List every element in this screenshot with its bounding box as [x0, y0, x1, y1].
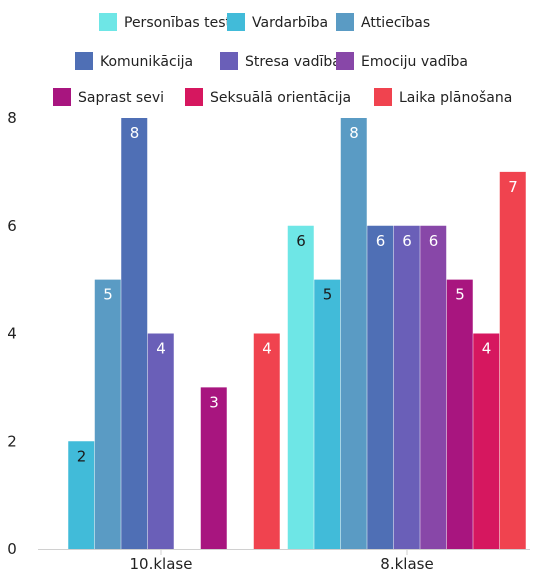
- bar: [420, 225, 447, 549]
- y-tick-label: 0: [7, 540, 17, 558]
- bar-value-label: 5: [323, 286, 333, 304]
- legend-swatch: [75, 52, 93, 70]
- legend: Personības testi Vardarbība Attiecības Komu…: [53, 13, 512, 106]
- legend-item: Saprast sevi: [53, 88, 164, 106]
- legend-label: Emociju vadība: [361, 54, 468, 70]
- legend-item: Komunikācija: [75, 52, 193, 70]
- y-tick-label: 8: [7, 109, 17, 127]
- bar: [499, 171, 526, 549]
- legend-label: Saprast sevi: [78, 90, 164, 106]
- bar: [147, 333, 174, 549]
- legend-label: Seksuālā orientācija: [210, 90, 351, 106]
- legend-swatch: [185, 88, 203, 106]
- legend-item: Stresa vadība: [220, 52, 341, 70]
- legend-label: Personības testi: [124, 15, 235, 31]
- legend-swatch: [99, 13, 117, 31]
- y-axis: 0 2 4 6 8: [7, 109, 17, 558]
- bar-value-label: 4: [156, 340, 166, 358]
- bar: [340, 118, 367, 549]
- bar-value-label: 4: [262, 340, 272, 358]
- x-category-label: 8.klase: [380, 555, 433, 573]
- bar: [121, 118, 148, 549]
- bar-value-label: 5: [455, 286, 465, 304]
- legend-item: Attiecības: [336, 13, 430, 31]
- legend-label: Vardarbība: [252, 15, 328, 31]
- legend-item: Emociju vadība: [336, 52, 468, 70]
- legend-swatch: [227, 13, 245, 31]
- bar-value-label: 7: [508, 178, 518, 196]
- bar: [367, 225, 394, 549]
- legend-label: Komunikācija: [100, 54, 193, 70]
- bar-value-label: 6: [402, 232, 412, 250]
- legend-swatch: [53, 88, 71, 106]
- bar: [314, 279, 341, 549]
- bar: [253, 333, 280, 549]
- bar-value-label: 5: [103, 286, 113, 304]
- bar-value-label: 6: [296, 232, 306, 250]
- legend-label: Stresa vadība: [245, 54, 341, 70]
- bar-value-label: 8: [130, 124, 140, 142]
- bar-value-label: 8: [349, 124, 359, 142]
- legend-item: Personības testi: [99, 13, 235, 31]
- x-category-label: 10.klase: [130, 555, 193, 573]
- bar: [68, 441, 95, 549]
- bar-value-label: 6: [376, 232, 386, 250]
- bar: [446, 279, 473, 549]
- legend-swatch: [374, 88, 392, 106]
- legend-swatch: [336, 13, 354, 31]
- legend-swatch: [336, 52, 354, 70]
- legend-label: Attiecības: [361, 15, 430, 31]
- bar-value-label: 2: [77, 447, 87, 465]
- x-axis: 10.klase 8.klase: [38, 549, 530, 573]
- bar: [473, 333, 500, 549]
- bar: [200, 387, 227, 549]
- legend-swatch: [220, 52, 238, 70]
- legend-item: Seksuālā orientācija: [185, 88, 351, 106]
- bar-value-label: 3: [209, 393, 219, 411]
- bar: [287, 225, 314, 549]
- legend-item: Laika plānošana: [374, 88, 512, 106]
- bar: [393, 225, 420, 549]
- bar: [94, 279, 121, 549]
- bar-value-label: 6: [429, 232, 439, 250]
- y-tick-label: 6: [7, 217, 17, 235]
- y-tick-label: 2: [7, 432, 17, 450]
- bar-value-label: 4: [482, 340, 492, 358]
- legend-label: Laika plānošana: [399, 90, 512, 106]
- y-tick-label: 4: [7, 325, 17, 343]
- legend-item: Vardarbība: [227, 13, 328, 31]
